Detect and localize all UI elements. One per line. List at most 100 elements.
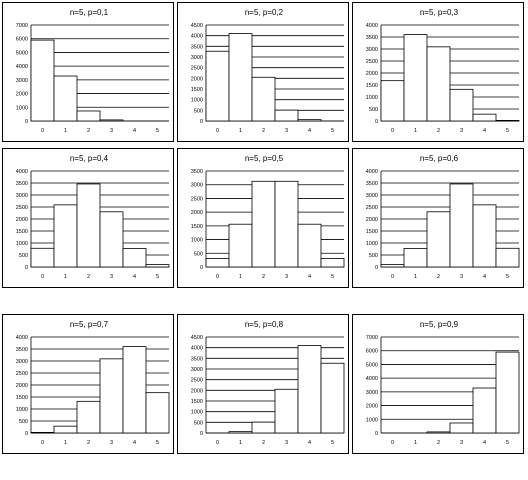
x-tick-label: 5 [506, 274, 509, 280]
x-tick-label: 3 [285, 274, 288, 280]
y-tick-label: 3500 [366, 181, 378, 187]
x-tick-label: 4 [483, 274, 486, 280]
y-tick-label: 3500 [191, 44, 203, 50]
x-tick-label: 3 [460, 274, 463, 280]
x-tick-label: 5 [331, 128, 334, 134]
y-tick-label: 1500 [16, 395, 28, 401]
histogram-bar [145, 392, 170, 434]
histogram-bar [76, 400, 101, 434]
x-tick-label: 0 [41, 128, 44, 134]
y-tick-label: 4000 [16, 64, 28, 70]
chart-panel: n=5, p=0,9 0 1000 2000 3000 4000 5000 6000 7000 0… [352, 314, 524, 454]
histogram-bar [380, 80, 405, 122]
chart-panel: n=5, p=0,3 0 500 1000 1500 2000 2500 3000 3500 40… [352, 2, 524, 142]
histogram-bar [320, 362, 345, 434]
histogram-bar [297, 223, 322, 268]
histogram-bar [76, 183, 101, 268]
y-tick-label: 1000 [191, 98, 203, 104]
y-tick-label: 4500 [191, 23, 203, 29]
y-tick-label: 4000 [16, 169, 28, 175]
x-tick-label: 2 [87, 274, 90, 280]
x-tick-label: 5 [331, 274, 334, 280]
x-tick-label: 4 [308, 128, 311, 134]
chart-title: n=5, p=0,9 [420, 320, 459, 329]
y-tick-label: 0 [25, 119, 28, 125]
x-tick-label: 4 [308, 274, 311, 280]
x-tick-label: 3 [285, 128, 288, 134]
chart-panel: n=5, p=0,5 0 500 1000 1500 2000 2500 3000 3500 0 1… [177, 148, 349, 288]
y-tick-label: 3500 [16, 181, 28, 187]
chart-panel: n=5, p=0,6 0 500 1000 1500 2000 2500 3000 3500 40… [352, 148, 524, 288]
y-tick-label: 3000 [16, 359, 28, 365]
y-tick-label: 2000 [16, 217, 28, 223]
chart-title: n=5, p=0,3 [420, 8, 459, 17]
x-tick-label: 4 [483, 440, 486, 446]
x-tick-label: 4 [308, 440, 311, 446]
x-tick-label: 5 [156, 274, 159, 280]
y-tick-label: 3000 [191, 183, 203, 189]
y-tick-label: 2000 [191, 388, 203, 394]
histogram-bar [99, 358, 124, 434]
x-tick-label: 5 [156, 128, 159, 134]
x-tick-label: 2 [437, 128, 440, 134]
y-tick-label: 500 [369, 107, 378, 113]
y-tick-label: 2500 [16, 205, 28, 211]
y-tick-label: 500 [194, 108, 203, 114]
x-tick-label: 5 [506, 128, 509, 134]
histogram-bar [99, 211, 124, 268]
x-tick-label: 1 [414, 128, 417, 134]
x-tick-label: 0 [216, 440, 219, 446]
y-tick-label: 2500 [366, 205, 378, 211]
x-tick-label: 0 [391, 128, 394, 134]
y-tick-label: 2000 [366, 217, 378, 223]
y-tick-label: 500 [369, 253, 378, 259]
x-tick-label: 1 [239, 440, 242, 446]
y-tick-label: 1000 [16, 241, 28, 247]
chart-panel: n=5, p=0,7 0 500 1000 1500 2000 2500 3000 3500 40… [2, 314, 174, 454]
histogram-bar [228, 33, 253, 122]
x-tick-label: 3 [460, 440, 463, 446]
x-tick-label: 5 [331, 440, 334, 446]
y-tick-label: 0 [375, 265, 378, 271]
y-tick-label: 3500 [191, 356, 203, 362]
x-tick-label: 0 [41, 440, 44, 446]
y-tick-label: 2500 [366, 59, 378, 65]
x-tick-label: 3 [110, 128, 113, 134]
histogram-bar [53, 425, 78, 434]
y-tick-label: 2000 [366, 71, 378, 77]
x-tick-label: 1 [64, 440, 67, 446]
histogram-bar [495, 120, 520, 122]
x-tick-label: 3 [110, 440, 113, 446]
x-tick-label: 2 [262, 128, 265, 134]
chart-svg: n=5, p=0,1 0 1000 2000 3000 4000 5000 6000 7000 0… [16, 8, 169, 134]
y-tick-label: 0 [375, 431, 378, 437]
y-tick-label: 1500 [191, 87, 203, 93]
y-tick-label: 500 [19, 419, 28, 425]
y-tick-label: 3000 [16, 193, 28, 199]
histogram-bar [449, 183, 474, 268]
histogram-bar [495, 351, 520, 434]
x-tick-label: 1 [239, 128, 242, 134]
histogram-bar [449, 422, 474, 434]
y-tick-label: 3500 [191, 169, 203, 175]
histogram-bar [472, 113, 497, 122]
x-tick-label: 0 [216, 128, 219, 134]
chart-title: n=5, p=0,1 [70, 8, 109, 17]
x-tick-label: 2 [262, 274, 265, 280]
chart-title: n=5, p=0,8 [245, 320, 284, 329]
histogram-bar [76, 110, 101, 122]
y-tick-label: 1000 [366, 241, 378, 247]
x-tick-label: 2 [87, 440, 90, 446]
chart-title: n=5, p=0,7 [70, 320, 109, 329]
histogram-bar [205, 50, 230, 122]
y-tick-label: 3000 [16, 78, 28, 84]
y-tick-label: 1000 [366, 95, 378, 101]
y-tick-label: 4500 [191, 335, 203, 341]
chart-svg: n=5, p=0,2050010001500200025003000350040… [191, 8, 344, 134]
y-tick-label: 6000 [366, 349, 378, 355]
y-tick-label: 3000 [191, 55, 203, 61]
x-tick-label: 0 [391, 440, 394, 446]
y-tick-label: 0 [25, 431, 28, 437]
y-tick-label: 5000 [366, 362, 378, 368]
histogram-bar [472, 204, 497, 268]
